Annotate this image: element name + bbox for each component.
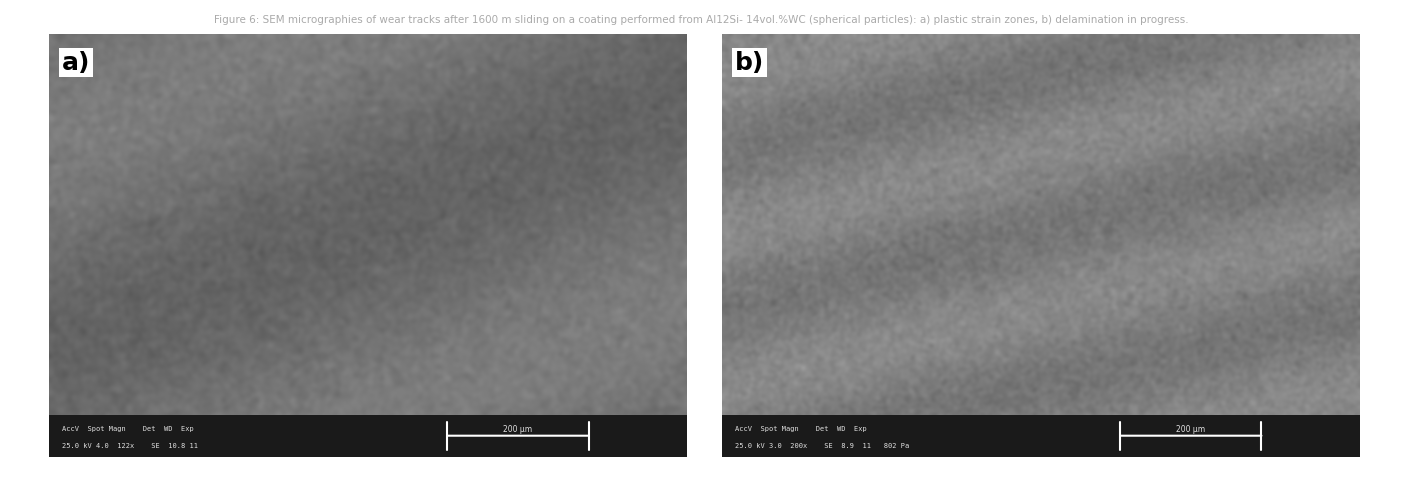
Text: 200 μm: 200 μm <box>1176 425 1206 434</box>
Text: AccV  Spot Magn    Det  WD  Exp: AccV Spot Magn Det WD Exp <box>735 426 866 433</box>
Text: 200 μm: 200 μm <box>503 425 533 434</box>
Text: b): b) <box>735 51 764 75</box>
Bar <box>49 415 687 457</box>
Text: 25.0 kV 3.0  200x    SE  8.9  11   802 Pa: 25.0 kV 3.0 200x SE 8.9 11 802 Pa <box>735 443 908 449</box>
Text: Figure 6: SEM micrographies of wear tracks after 1600 m sliding on a coating per: Figure 6: SEM micrographies of wear trac… <box>213 15 1189 25</box>
Bar <box>722 415 1360 457</box>
Text: 25.0 kV 4.0  122x    SE  10.8 11: 25.0 kV 4.0 122x SE 10.8 11 <box>62 443 198 449</box>
Text: AccV  Spot Magn    Det  WD  Exp: AccV Spot Magn Det WD Exp <box>62 426 193 433</box>
Text: a): a) <box>62 51 90 75</box>
